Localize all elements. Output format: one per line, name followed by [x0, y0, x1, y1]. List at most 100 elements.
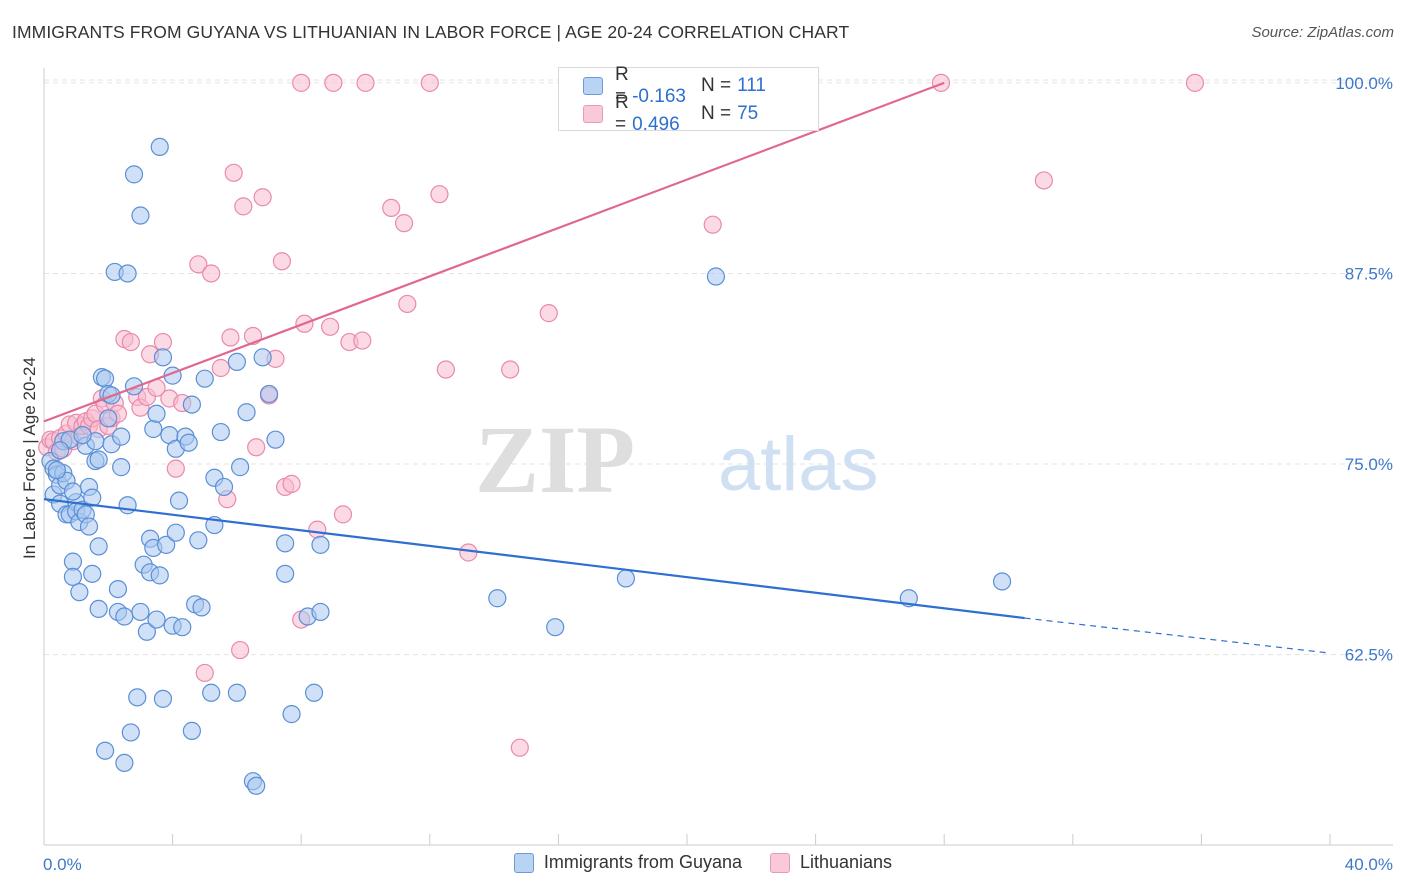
lithuanian-point — [166, 459, 185, 478]
lithuanian-point — [195, 663, 214, 683]
guyana-point — [211, 422, 230, 442]
legend-r-label: R = — [615, 92, 629, 135]
legend-r-value-guyana: -0.163 — [632, 86, 686, 107]
lithuanian-point — [292, 73, 311, 92]
y-tick-label: 100.0% — [1335, 74, 1393, 93]
guyana-point — [99, 409, 118, 428]
guyana-point — [266, 430, 285, 449]
guyana-point — [150, 566, 169, 585]
guyana-point — [115, 753, 134, 773]
guyana-point — [131, 602, 150, 622]
legend-r-label: R = — [615, 64, 629, 107]
legend-n-value-guyana: 111 — [737, 75, 766, 96]
guyana-point — [131, 206, 150, 225]
guyana-point — [227, 352, 246, 372]
legend-n-value-lithuanian: 75 — [737, 103, 759, 124]
guyana-point — [237, 403, 256, 422]
lithuanian-point — [353, 331, 372, 350]
guyana-point — [195, 369, 214, 388]
guyana-point — [166, 523, 185, 542]
watermark: ZIP atlas — [475, 406, 879, 513]
guyana-point — [108, 579, 128, 599]
lithuanian-point — [539, 304, 558, 323]
y-tick-label: 75.0% — [1345, 455, 1393, 474]
lithuanian-point — [430, 185, 449, 204]
guyana-point — [311, 602, 330, 622]
legend: R = -0.163 N = 111 R = 0.496 N = 75 — [558, 64, 819, 135]
guyana-point — [128, 688, 147, 707]
watermark-atlas: atlas — [718, 422, 879, 507]
guyana-point — [137, 622, 156, 641]
guyana-point — [259, 384, 279, 404]
lithuanian-point — [394, 214, 414, 233]
guyana-point — [153, 689, 173, 708]
guyana-point — [282, 705, 301, 724]
lithuanian-point — [382, 198, 401, 218]
lithuanian-point — [398, 294, 417, 314]
source-label: Source: ZipAtlas.com — [1251, 24, 1394, 41]
guyana-point — [157, 535, 176, 554]
lithuanian-point — [272, 252, 292, 271]
guyana-point — [488, 589, 507, 608]
guyana-point — [112, 427, 131, 446]
guyana-point — [50, 441, 70, 460]
guyana-point — [63, 567, 83, 586]
lithuanian-point — [221, 328, 240, 347]
lithuanian-point — [247, 438, 266, 457]
guyana-points — [41, 137, 1012, 795]
legend-row-guyana: R = -0.163 N = 111 — [583, 64, 766, 107]
guyana-point — [192, 598, 211, 617]
x-tick-label-max: 40.0% — [1345, 855, 1393, 874]
legend-row-lithuanian: R = 0.496 N = 75 — [583, 92, 759, 135]
guyana-point — [83, 488, 102, 507]
guyana-point — [115, 607, 134, 626]
lithuanian-point — [202, 264, 221, 283]
watermark-zip: ZIP — [475, 406, 635, 513]
lithuanian-point — [324, 73, 343, 92]
guyana-point — [276, 534, 295, 553]
guyana-point — [173, 618, 192, 637]
legend-swatch-guyana — [583, 77, 603, 95]
guyana-point — [202, 683, 221, 702]
guyana-point — [253, 348, 272, 367]
series-swatch-guyana — [513, 852, 534, 873]
guyana-point — [304, 683, 324, 702]
lithuanian-point — [436, 360, 455, 379]
guyana-point — [231, 458, 250, 477]
legend-swatch-lithuanian — [583, 105, 603, 123]
y-tick-label: 87.5% — [1345, 264, 1393, 283]
guyana-point — [63, 482, 83, 501]
legend-n-label: N = — [701, 75, 732, 96]
lithuanian-point — [321, 317, 340, 336]
series-swatch-lithuanian — [769, 852, 790, 873]
guyana-point — [89, 450, 108, 469]
guyana-point — [182, 721, 201, 740]
guyana-point — [227, 683, 246, 702]
lithuanian-point — [501, 360, 520, 379]
y-axis-title: In Labor Force | Age 20-24 — [20, 357, 39, 559]
guyana-point — [121, 723, 140, 742]
guyana-trend-extension — [1024, 617, 1331, 654]
lithuanian-point — [333, 505, 353, 524]
trend-lines — [43, 81, 1331, 654]
guyana-point — [124, 377, 144, 396]
guyana-point — [706, 267, 726, 286]
guyana-point — [70, 583, 89, 602]
x-tick-label-min: 0.0% — [43, 855, 82, 874]
guyana-point — [311, 535, 330, 554]
guyana-point — [118, 264, 137, 283]
guyana-point — [546, 618, 565, 637]
grid-lines — [44, 79, 1393, 656]
guyana-trend-line — [43, 498, 1025, 620]
lithuanian-point — [282, 474, 301, 493]
guyana-point — [147, 610, 166, 629]
lithuanian-point — [1185, 73, 1205, 92]
y-tick-labels: 62.5% 75.0% 87.5% 100.0% — [1335, 74, 1393, 665]
lithuanian-point — [153, 332, 173, 352]
guyana-point — [73, 425, 92, 445]
guyana-point — [147, 404, 166, 423]
lithuanian-point — [253, 188, 272, 207]
series-name-lithuanian: Lithuanians — [799, 852, 893, 872]
lithuanian-point — [234, 197, 253, 216]
